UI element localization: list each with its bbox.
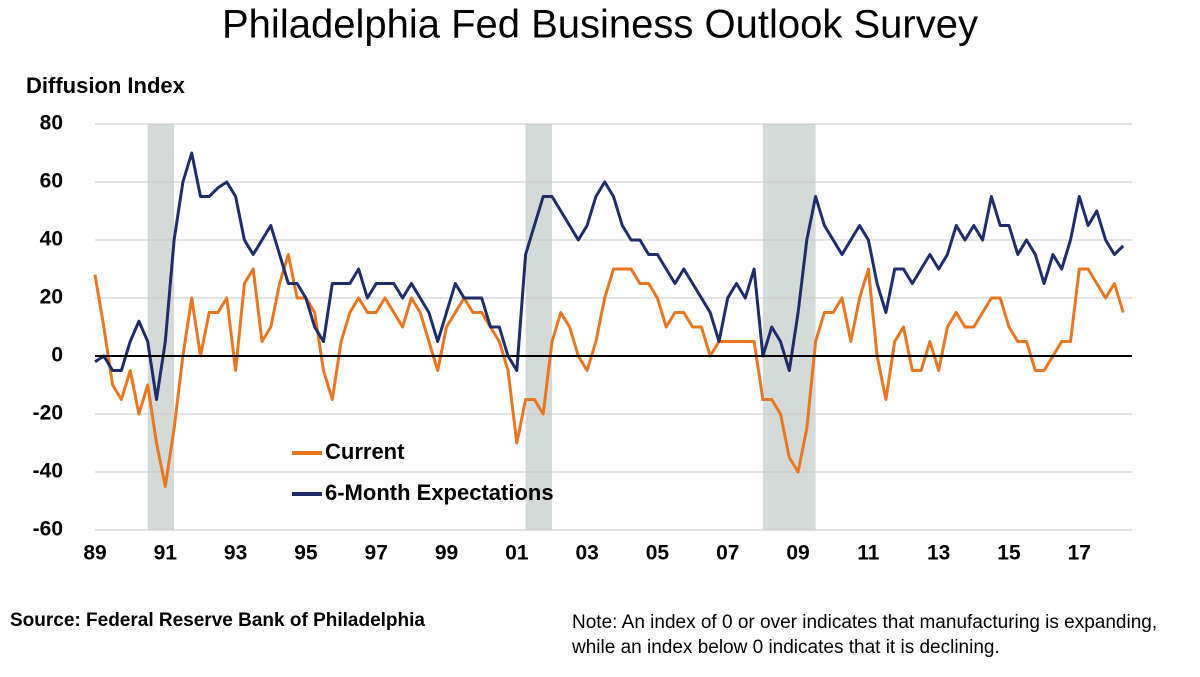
legend-label: 6-Month Expectations [325, 480, 554, 505]
note: Note: An index of 0 or over indicates th… [572, 612, 1158, 658]
legend-label: Current [325, 439, 405, 464]
x-tick-label: 89 [83, 542, 106, 565]
x-tick-label: 09 [786, 542, 809, 565]
series-line [93, 253, 1125, 488]
x-tick-label: 13 [927, 542, 950, 565]
x-tick-label: 93 [224, 542, 247, 565]
source: Source: Federal Reserve Bank of Philadel… [10, 610, 425, 631]
x-tick-label: 95 [294, 542, 318, 565]
x-tick-label: 99 [435, 542, 458, 565]
y-tick-label: 20 [40, 286, 63, 309]
y-tick-label: 0 [51, 344, 63, 367]
x-tick-label: 01 [505, 542, 529, 565]
x-tick-label: 17 [1068, 542, 1091, 565]
y-tick-label: -60 [33, 518, 63, 541]
x-tick-label: 07 [716, 542, 739, 565]
y-tick-label: 80 [40, 112, 63, 135]
chart-title: Philadelphia Fed Business Outlook Survey [222, 3, 978, 47]
recession-band [525, 124, 552, 530]
y-tick-label: -40 [33, 460, 63, 483]
x-tick-label: 11 [857, 542, 880, 565]
x-tick-label: 91 [154, 542, 178, 565]
x-tick-label: 03 [575, 542, 598, 565]
x-tick-label: 97 [365, 542, 388, 565]
series-line [94, 151, 1125, 401]
y-tick-label: -20 [33, 402, 63, 425]
y-axis-label: Diffusion Index [26, 73, 186, 98]
x-tick-label: 05 [646, 542, 670, 565]
y-tick-label: 40 [40, 228, 63, 251]
y-tick-label: 60 [40, 170, 63, 193]
x-tick-label: 15 [997, 542, 1021, 565]
